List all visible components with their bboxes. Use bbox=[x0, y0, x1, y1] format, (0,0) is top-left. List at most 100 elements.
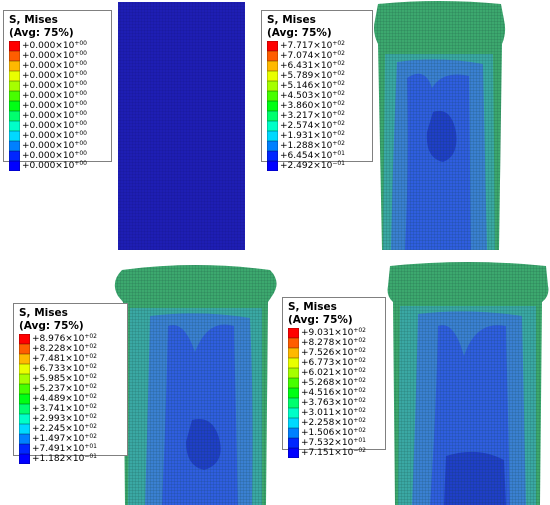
legend-swatch bbox=[9, 111, 20, 121]
legend-subtitle: (Avg: 75%) bbox=[267, 27, 332, 39]
legend-value: +2.492×10−01 bbox=[280, 160, 345, 172]
legend-row: +7.491×10+01 bbox=[19, 444, 123, 454]
legend-row: +3.011×10+02 bbox=[288, 408, 381, 418]
legend-row: +3.763×10+02 bbox=[288, 398, 381, 408]
legend-value: +3.011×10+02 bbox=[301, 407, 366, 419]
legend-value: +2.574×10+02 bbox=[280, 120, 345, 132]
legend-row: +8.976×10+02 bbox=[19, 334, 123, 344]
legend-swatch bbox=[9, 101, 20, 111]
legend-row: +0.000×10+00 bbox=[9, 61, 107, 71]
legend-title: S, Mises bbox=[9, 14, 58, 26]
legend-swatch bbox=[288, 408, 299, 418]
legend-value: +6.773×10+02 bbox=[301, 357, 366, 369]
legend-swatch bbox=[288, 418, 299, 428]
legend-value: +8.976×10+02 bbox=[32, 333, 97, 345]
legend-value: +5.985×10+02 bbox=[32, 373, 97, 385]
legend-row: +7.481×10+02 bbox=[19, 354, 123, 364]
legend-subtitle: (Avg: 75%) bbox=[9, 27, 74, 39]
legend-row: +2.993×10+02 bbox=[19, 414, 123, 424]
legend-swatch bbox=[9, 161, 20, 171]
tube-mesh-stage-3 bbox=[387, 262, 549, 505]
legend-swatch bbox=[288, 358, 299, 368]
legend-swatch bbox=[9, 41, 20, 51]
legend-swatch bbox=[19, 344, 30, 354]
legend-row: +9.031×10+02 bbox=[288, 328, 381, 338]
legend-swatch bbox=[9, 71, 20, 81]
legend-swatch bbox=[267, 111, 278, 121]
legend-row: +8.278×10+02 bbox=[288, 338, 381, 348]
legend-value: +0.000×10+00 bbox=[22, 50, 87, 62]
legend-title: S, Mises bbox=[19, 307, 68, 319]
legend-value: +8.228×10+02 bbox=[32, 343, 97, 355]
legend-row: +1.497×10+02 bbox=[19, 434, 123, 444]
legend-row: +1.931×10+02 bbox=[267, 131, 368, 141]
legend-swatch bbox=[267, 91, 278, 101]
legend-value: +1.288×10+02 bbox=[280, 140, 345, 152]
legend-value: +4.489×10+02 bbox=[32, 393, 97, 405]
legend-swatch bbox=[9, 51, 20, 61]
legend-row: +2.574×10+02 bbox=[267, 121, 368, 131]
legend-row: +5.789×10+02 bbox=[267, 71, 368, 81]
legend-value: +1.182×10−01 bbox=[32, 453, 97, 465]
legend-value: +6.021×10+02 bbox=[301, 367, 366, 379]
legend-value: +1.506×10+02 bbox=[301, 427, 366, 439]
legend-title: S, Mises bbox=[288, 301, 337, 313]
legend-row: +7.532×10+01 bbox=[288, 438, 381, 448]
legend-row: +3.217×10+02 bbox=[267, 111, 368, 121]
legend-swatch bbox=[267, 61, 278, 71]
legend-row: +7.526×10+02 bbox=[288, 348, 381, 358]
legend-row: +0.000×10+00 bbox=[9, 111, 107, 121]
legend-swatch bbox=[288, 448, 299, 458]
legend-swatch bbox=[19, 334, 30, 344]
legend-value: +6.733×10+02 bbox=[32, 363, 97, 375]
legend-swatch bbox=[9, 91, 20, 101]
legend-value: +0.000×10+00 bbox=[22, 80, 87, 92]
legend-swatch bbox=[267, 51, 278, 61]
legend-value: +0.000×10+00 bbox=[22, 120, 87, 132]
legend-swatch bbox=[267, 141, 278, 151]
legend-value: +0.000×10+00 bbox=[22, 90, 87, 102]
legend-swatch bbox=[9, 121, 20, 131]
legend-1: S, Mises (Avg: 75%) +0.000×10+00 +0.000×10+… bbox=[3, 10, 112, 171]
legend-swatch bbox=[288, 348, 299, 358]
legend-row: +6.454×10+01 bbox=[267, 151, 368, 161]
legend-title: S, Mises bbox=[267, 14, 316, 26]
legend-value: +3.763×10+02 bbox=[301, 397, 366, 409]
legend-value: +0.000×10+00 bbox=[22, 100, 87, 112]
legend-swatch bbox=[19, 424, 30, 434]
legend-swatch bbox=[288, 398, 299, 408]
legend-value: +2.258×10+02 bbox=[301, 417, 366, 429]
legend-row: +7.717×10+02 bbox=[267, 41, 368, 51]
legend-swatch bbox=[288, 438, 299, 448]
legend-swatch bbox=[9, 151, 20, 161]
legend-row: +0.000×10+00 bbox=[9, 101, 107, 111]
legend-row: +8.228×10+02 bbox=[19, 344, 123, 354]
legend-row: +7.151×10−02 bbox=[288, 448, 381, 458]
legend-row: +5.146×10+02 bbox=[267, 81, 368, 91]
legend-row: +5.985×10+02 bbox=[19, 374, 123, 384]
legend-row: +1.182×10−01 bbox=[19, 454, 123, 464]
legend-value: +5.146×10+02 bbox=[280, 80, 345, 92]
legend-value: +5.268×10+02 bbox=[301, 377, 366, 389]
legend-swatch bbox=[267, 161, 278, 171]
legend-value: +5.789×10+02 bbox=[280, 70, 345, 82]
legend-row: +4.516×10+02 bbox=[288, 388, 381, 398]
legend-swatch bbox=[19, 404, 30, 414]
panel-undeformed: S, Mises (Avg: 75%) +0.000×10+00 +0.000×10+… bbox=[0, 0, 275, 252]
legend-row: +0.000×10+00 bbox=[9, 51, 107, 61]
legend-swatch bbox=[288, 428, 299, 438]
tube-mesh-undeformed bbox=[118, 2, 245, 250]
legend-row: +1.506×10+02 bbox=[288, 428, 381, 438]
legend-subtitle: (Avg: 75%) bbox=[19, 320, 84, 332]
legend-row: +6.021×10+02 bbox=[288, 368, 381, 378]
legend-value: +0.000×10+00 bbox=[22, 140, 87, 152]
legend-row: +5.268×10+02 bbox=[288, 378, 381, 388]
legend-swatch bbox=[19, 354, 30, 364]
legend-row: +2.492×10−01 bbox=[267, 161, 368, 171]
legend-swatch bbox=[19, 454, 30, 464]
legend-row: +2.258×10+02 bbox=[288, 418, 381, 428]
legend-row: +0.000×10+00 bbox=[9, 141, 107, 151]
legend-4: S, Mises (Avg: 75%) +9.031×10+02 +8.278×10+… bbox=[282, 297, 386, 458]
legend-swatch bbox=[267, 101, 278, 111]
legend-row: +4.489×10+02 bbox=[19, 394, 123, 404]
